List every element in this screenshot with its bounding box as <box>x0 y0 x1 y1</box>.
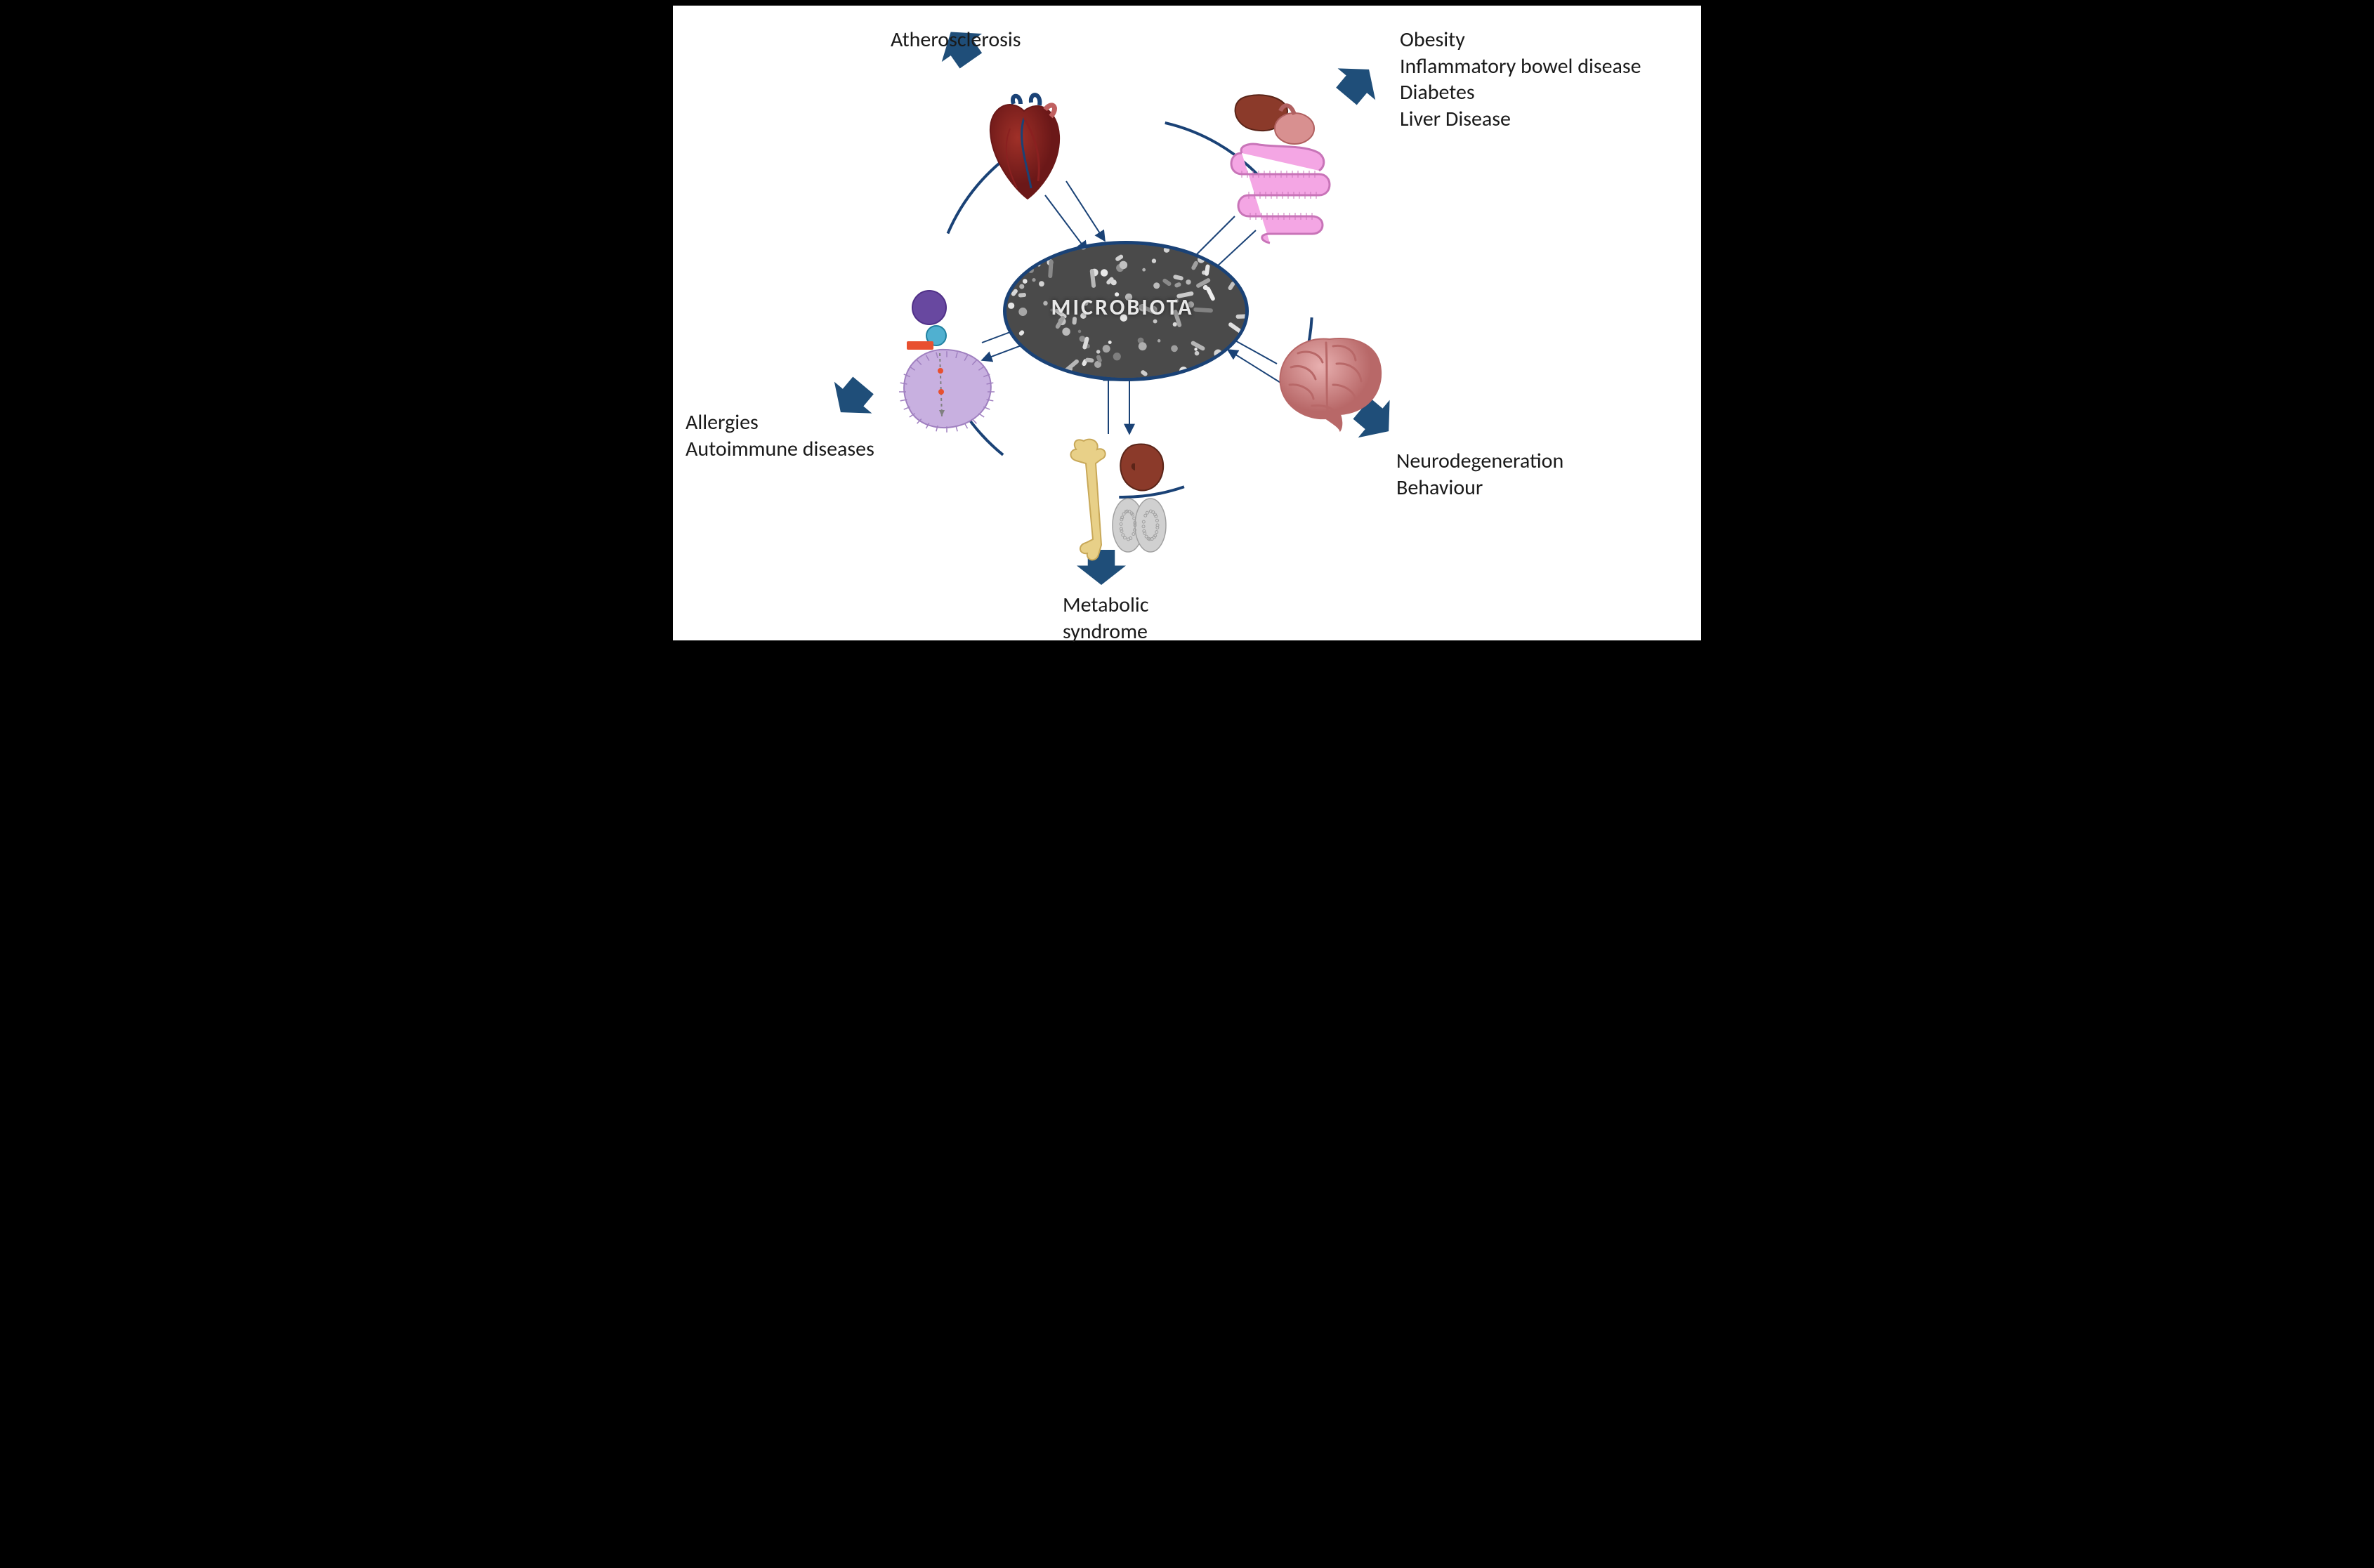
microbiota-label: MICROBIOTA <box>1003 294 1242 321</box>
gut-diseases-label: Obesity Inflammatory bowel disease Diabe… <box>1400 27 1641 132</box>
neurodegeneration-label: Neurodegeneration Behaviour <box>1396 448 1563 501</box>
heart-icon <box>975 90 1073 202</box>
bone-kidney-gland-icon <box>1052 434 1179 567</box>
metabolic-syndrome-label: Metabolic syndrome <box>1063 592 1149 645</box>
diagram-frame: MICROBIOTA <box>667 0 1707 646</box>
center-microbiota: MICROBIOTA <box>1003 241 1242 374</box>
digestive-system-icon <box>1221 90 1347 244</box>
stage: MICROBIOTA <box>667 0 1707 687</box>
brain-icon <box>1270 329 1389 434</box>
atherosclerosis-label: Atherosclerosis <box>891 27 1021 53</box>
allergies-autoimmune-label: Allergies Autoimmune diseases <box>686 409 874 462</box>
immune-cells-icon <box>880 286 999 434</box>
